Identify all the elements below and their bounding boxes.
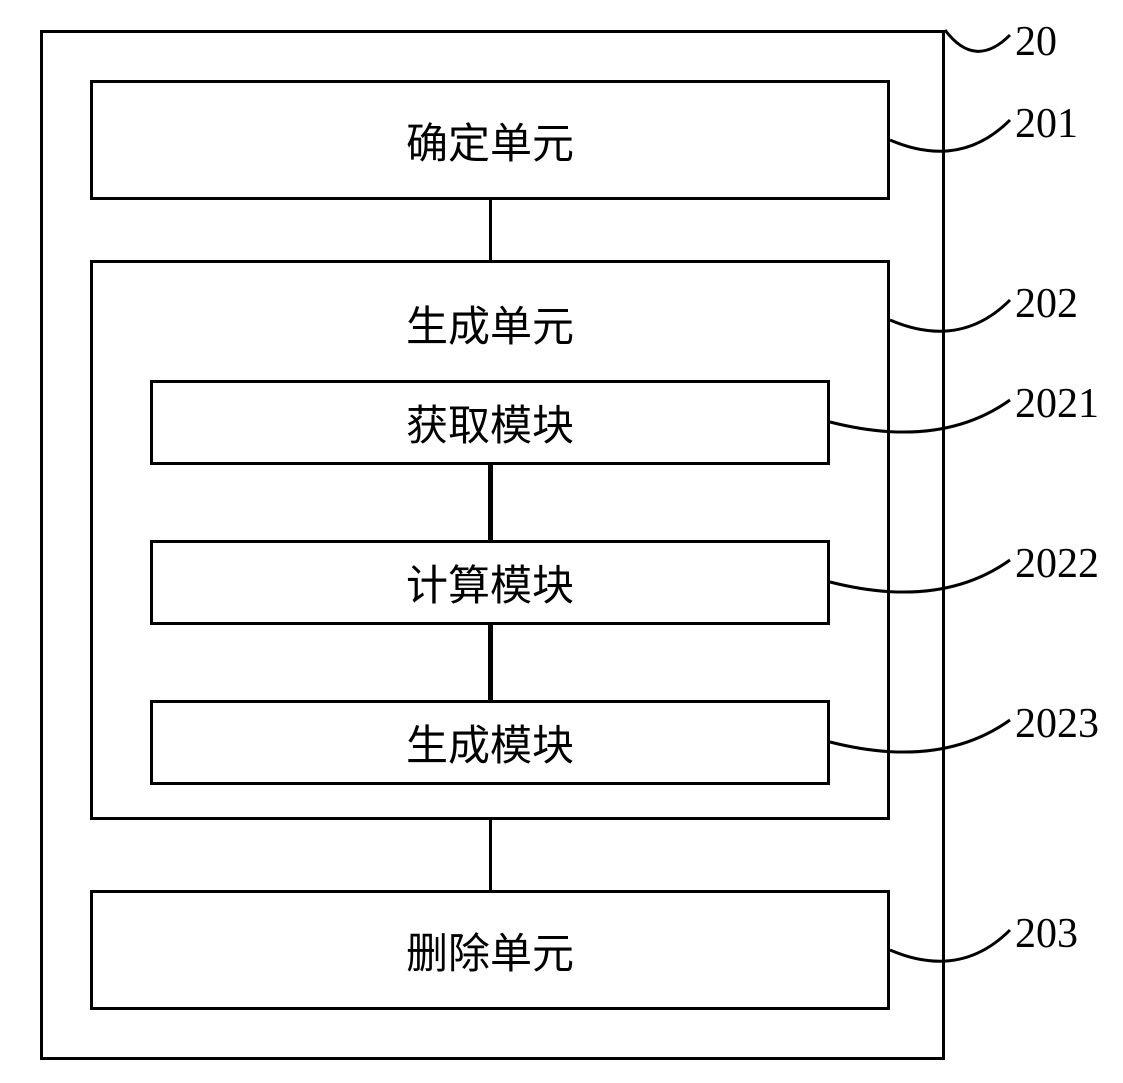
ref-number: 203 [1015, 910, 1078, 958]
lead-line-203 [0, 0, 1123, 1083]
diagram-canvas: 确定单元 生成单元 获取模块 计算模块 生成模块 删除单元 20 201 202… [0, 0, 1123, 1083]
